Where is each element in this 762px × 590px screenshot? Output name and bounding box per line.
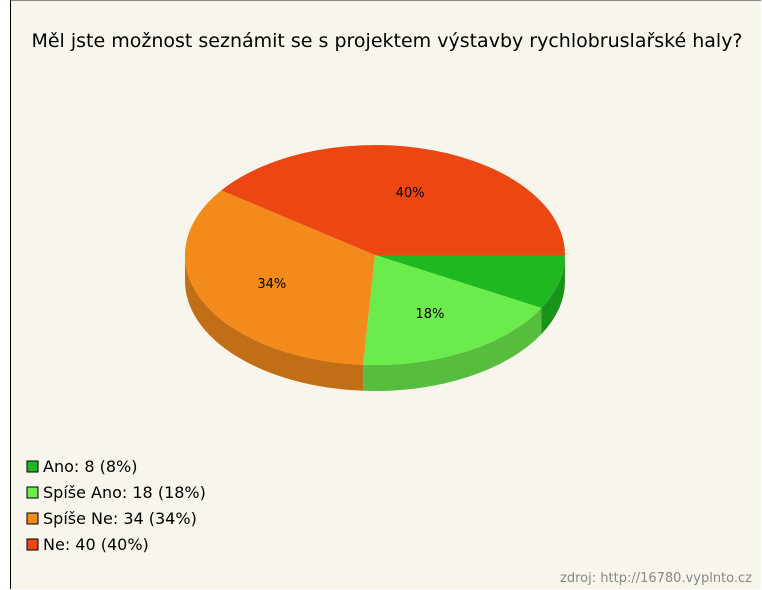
slice bbox=[375, 255, 565, 308]
legend-label: Ano: 8 (8%) bbox=[43, 457, 137, 476]
slice-side bbox=[363, 307, 542, 391]
legend-label: Ne: 40 (40%) bbox=[43, 535, 149, 554]
slice-label: 34% bbox=[257, 277, 286, 292]
legend-swatch bbox=[26, 538, 39, 551]
chart-title: Měl jste možnost seznámit se s projektem… bbox=[31, 30, 743, 52]
slice bbox=[363, 255, 542, 365]
slice bbox=[185, 190, 375, 365]
slice-label: 18% bbox=[415, 307, 444, 322]
slice-side bbox=[541, 255, 565, 334]
legend-swatch bbox=[26, 512, 39, 525]
slice-label: 40% bbox=[396, 186, 425, 201]
legend-swatch bbox=[26, 460, 39, 473]
legend-label: Spíše Ne: 34 (34%) bbox=[43, 509, 197, 528]
legend-swatch bbox=[26, 486, 39, 499]
slice bbox=[221, 145, 565, 255]
slice-side bbox=[185, 255, 364, 391]
legend-label: Spíše Ano: 18 (18%) bbox=[43, 483, 206, 502]
source: zdroj: http://16780.vyplnto.cz bbox=[560, 571, 752, 586]
